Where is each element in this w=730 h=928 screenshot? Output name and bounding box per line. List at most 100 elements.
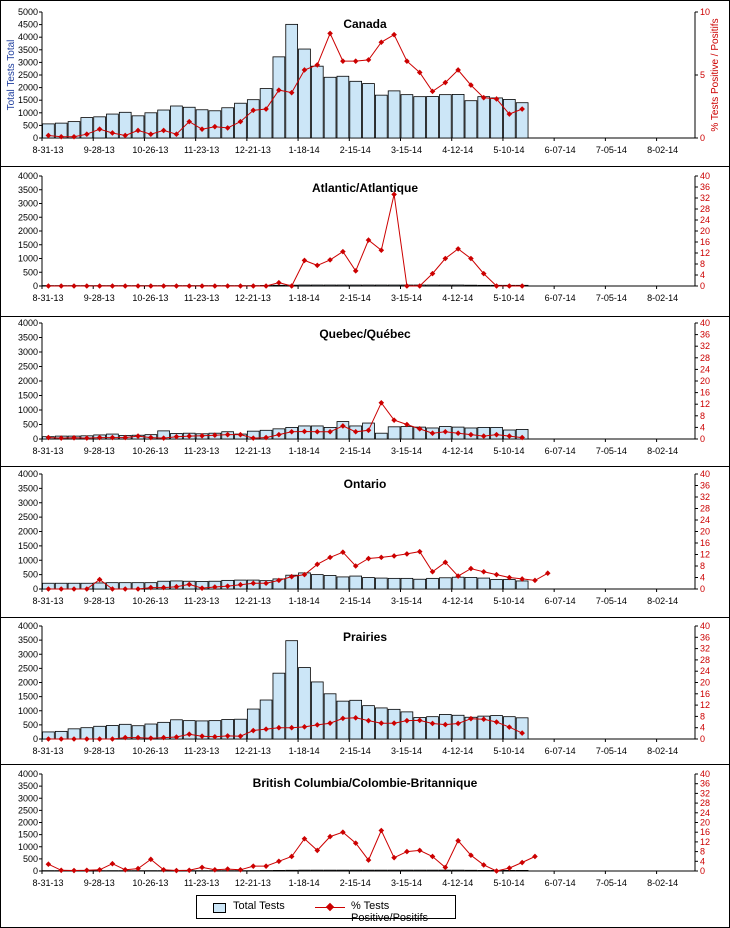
y2-tick-label: 8 bbox=[700, 711, 705, 721]
bar bbox=[464, 577, 478, 590]
pct-positive-point bbox=[96, 576, 103, 583]
chart-title: Canada bbox=[343, 17, 387, 31]
y-tick-label: 3500 bbox=[18, 185, 38, 195]
x-tick-label: 10-26-13 bbox=[132, 746, 168, 756]
y2-tick-label: 32 bbox=[700, 341, 710, 351]
pct-positive-point bbox=[45, 434, 52, 441]
pct-positive-point bbox=[224, 125, 231, 131]
pct-positive-point bbox=[327, 833, 333, 840]
pct-positive-point bbox=[391, 854, 397, 861]
x-tick-label: 12-21-13 bbox=[235, 446, 271, 456]
x-tick-label: 2-15-14 bbox=[340, 446, 371, 456]
y2-tick-label: 20 bbox=[700, 226, 710, 236]
pct-positive-point bbox=[429, 853, 436, 860]
pct-positive-point bbox=[442, 864, 449, 871]
pct-positive-point bbox=[340, 715, 346, 722]
y2-tick-label: 36 bbox=[700, 182, 710, 192]
pct-positive-point bbox=[84, 867, 90, 874]
y-tick-label: 0 bbox=[33, 133, 38, 143]
pct-positive-point bbox=[493, 96, 500, 102]
y-tick-label: 4000 bbox=[18, 469, 38, 479]
x-tick-label: 9-28-13 bbox=[84, 145, 115, 155]
pct-positive-point bbox=[506, 724, 513, 730]
pct-positive-point bbox=[468, 715, 474, 722]
x-tick-label: 2-15-14 bbox=[340, 145, 371, 155]
pct-positive-point bbox=[122, 132, 129, 139]
bar bbox=[93, 582, 106, 590]
pct-positive-point bbox=[506, 111, 513, 117]
pct-positive-point bbox=[71, 867, 77, 874]
x-tick-label: 10-26-13 bbox=[132, 446, 168, 456]
bar bbox=[298, 667, 311, 740]
chart-title: British Columbia/Colombie-Britannique bbox=[253, 776, 478, 790]
pct-positive-point bbox=[352, 268, 359, 274]
x-tick-label: 8-31-13 bbox=[32, 145, 63, 155]
bar bbox=[144, 112, 158, 139]
pct-positive-point bbox=[109, 130, 116, 136]
y2-tick-label: 0 bbox=[700, 734, 705, 744]
bar bbox=[298, 48, 311, 139]
bar bbox=[80, 117, 94, 139]
y2-tick-label: 20 bbox=[700, 527, 710, 537]
chart-panel-1: Atlantic/Atlantique 0 500 1000 1500 2000 2500 3… bbox=[0, 166, 730, 303]
bar bbox=[400, 577, 414, 590]
bar bbox=[362, 284, 375, 287]
pct-positive-point bbox=[340, 423, 346, 429]
pct-positive-point bbox=[224, 866, 231, 872]
pct-positive-point bbox=[148, 434, 154, 441]
pct-positive-point bbox=[378, 720, 385, 726]
pct-positive-point bbox=[148, 131, 154, 138]
bar bbox=[195, 109, 209, 139]
bar bbox=[285, 640, 298, 740]
bar bbox=[439, 94, 452, 139]
pct-positive-point bbox=[352, 715, 359, 721]
chart-panel-5: British Columbia/Colombie-Britannique 0 50… bbox=[0, 764, 730, 888]
y2-tick-label: 16 bbox=[700, 827, 710, 837]
pct-positive-point bbox=[314, 428, 321, 435]
bar bbox=[349, 869, 362, 872]
y2-tick-label: 12 bbox=[700, 399, 710, 409]
y-tick-label: 0 bbox=[33, 434, 38, 444]
pct-positive-point bbox=[96, 283, 103, 289]
x-tick-label: 9-28-13 bbox=[84, 746, 115, 756]
y2-tick-label: 40 bbox=[700, 318, 710, 328]
pct-positive-point bbox=[173, 583, 180, 590]
pct-positive-point bbox=[519, 106, 525, 112]
pct-positive-point bbox=[58, 133, 65, 140]
pct-positive-point bbox=[173, 867, 180, 874]
pct-positive-point bbox=[122, 734, 129, 741]
bar bbox=[375, 432, 388, 440]
pct-positive-point bbox=[237, 118, 244, 125]
bar bbox=[349, 575, 362, 590]
x-tick-label: 7-05-14 bbox=[596, 446, 627, 456]
bar bbox=[426, 284, 439, 287]
y2-tick-label: 4 bbox=[700, 856, 705, 866]
bar bbox=[503, 99, 516, 139]
y2-tick-label: 4 bbox=[700, 270, 705, 280]
pct-positive-point bbox=[237, 866, 244, 873]
pct-positive-point bbox=[224, 583, 231, 589]
chart-title: Quebec/Québec bbox=[319, 327, 411, 341]
pct-positive-point bbox=[404, 421, 410, 428]
pct-positive-point bbox=[352, 428, 359, 435]
x-tick-label: 8-31-13 bbox=[32, 596, 63, 606]
pct-positive-point bbox=[45, 283, 52, 289]
pct-positive-point bbox=[186, 731, 193, 737]
y-tick-label: 1000 bbox=[18, 706, 38, 716]
bar bbox=[362, 577, 375, 590]
y-tick-label: 2500 bbox=[18, 663, 38, 673]
pct-positive-point bbox=[58, 283, 65, 289]
pct-positive-point bbox=[416, 283, 423, 289]
pct-positive-point bbox=[160, 734, 167, 741]
y2-tick-label: 12 bbox=[700, 837, 710, 847]
y2-tick-label: 20 bbox=[700, 678, 710, 688]
pct-positive-point bbox=[442, 428, 449, 435]
pct-positive-line bbox=[48, 401, 523, 439]
pct-positive-point bbox=[58, 736, 65, 742]
pct-positive-point bbox=[352, 840, 359, 846]
pct-positive-point bbox=[186, 118, 193, 125]
pct-positive-point bbox=[416, 548, 423, 555]
x-tick-label: 10-26-13 bbox=[132, 596, 168, 606]
pct-positive-point bbox=[71, 736, 77, 742]
y-tick-label: 3500 bbox=[18, 781, 38, 791]
